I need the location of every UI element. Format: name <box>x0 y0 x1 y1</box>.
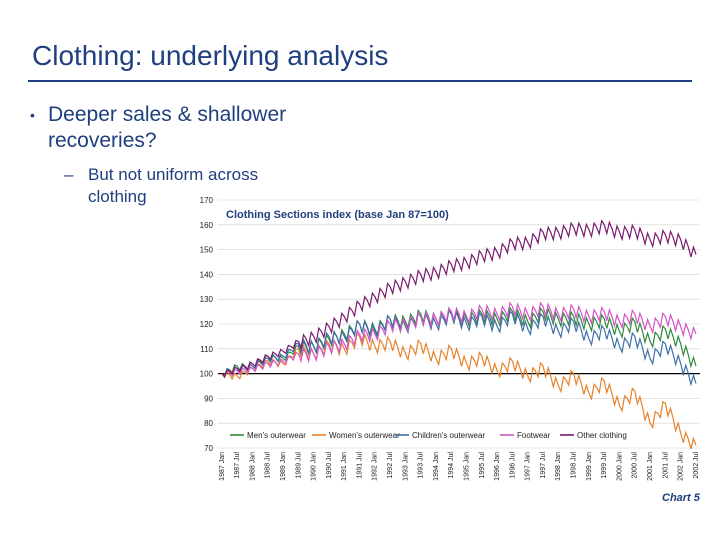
x-tick-label: 2002 Jan <box>678 452 685 481</box>
y-tick-label: 90 <box>204 394 213 403</box>
x-tick-label: 1990 Jan <box>311 452 318 481</box>
x-tick-label: 1993 Jul <box>418 452 425 479</box>
x-tick-label: 1989 Jul <box>295 452 302 479</box>
x-tick-label: 1997 Jan <box>525 452 532 481</box>
y-tick-label: 70 <box>204 444 213 453</box>
x-tick-label: 1992 Jan <box>372 452 379 481</box>
x-tick-label: 1998 Jul <box>571 452 578 479</box>
series-line <box>221 309 697 387</box>
x-tick-label: 1999 Jul <box>601 452 608 479</box>
series-line <box>221 332 697 449</box>
x-tick-label: 2000 Jan <box>616 452 623 481</box>
legend-box <box>225 428 643 442</box>
title-divider <box>28 80 692 82</box>
x-tick-label: 1995 Jul <box>479 452 486 479</box>
y-tick-label: 150 <box>200 246 214 255</box>
series-line <box>221 219 697 378</box>
x-tick-label: 2001 Jan <box>647 452 654 481</box>
legend-label: Children's outerwear <box>412 431 485 440</box>
sub-bullet-text: But not uniform across clothing <box>88 165 259 206</box>
x-tick-label: 1987 Jan <box>219 452 226 481</box>
x-tick-label: 2000 Jul <box>632 452 639 479</box>
x-tick-label: 1999 Jan <box>586 452 593 481</box>
x-tick-label: 1997 Jul <box>540 452 547 479</box>
slide-title: Clothing: underlying analysis <box>32 40 389 71</box>
series-line <box>221 306 697 378</box>
x-tick-label: 1994 Jan <box>433 452 440 481</box>
x-tick-label: 1996 Jul <box>509 452 516 479</box>
x-tick-label: 1990 Jul <box>326 452 333 479</box>
x-tick-label: 1995 Jan <box>463 452 470 481</box>
x-tick-label: 1998 Jan <box>555 452 562 481</box>
x-tick-label: 1992 Jul <box>387 452 394 479</box>
x-tick-label: 1989 Jan <box>280 452 287 481</box>
y-tick-label: 100 <box>200 370 214 379</box>
x-tick-label: 1993 Jan <box>402 452 409 481</box>
bullet-text: Deeper sales & shallower recoveries? <box>48 103 287 152</box>
x-tick-label: 1988 Jul <box>265 452 272 479</box>
legend-label: Other clothing <box>577 431 627 440</box>
x-tick-label: 2002 Jul <box>693 452 700 479</box>
y-tick-label: 170 <box>200 196 214 205</box>
y-tick-label: 160 <box>200 221 214 230</box>
series-line <box>221 301 697 379</box>
legend-label: Men's outerwear <box>247 431 306 440</box>
x-tick-label: 1991 Jan <box>341 452 348 481</box>
bullet-marker: • <box>30 107 35 123</box>
x-tick-label: 1996 Jan <box>494 452 501 481</box>
y-tick-label: 110 <box>200 345 213 354</box>
y-tick-label: 140 <box>200 270 214 279</box>
sub-bullet-marker: – <box>64 165 74 184</box>
chart-caption: Chart 5 <box>662 492 700 504</box>
x-tick-label: 1991 Jul <box>356 452 363 479</box>
x-tick-label: 1988 Jan <box>249 452 256 481</box>
chart-title: Clothing Sections index (base Jan 87=100… <box>226 209 449 221</box>
legend-label: Footwear <box>517 431 551 440</box>
y-tick-label: 80 <box>204 419 213 428</box>
legend-label: Women's outerwear <box>329 431 400 440</box>
y-tick-label: 130 <box>200 295 214 304</box>
x-tick-label: 1994 Jul <box>448 452 455 479</box>
y-tick-label: 120 <box>200 320 214 329</box>
x-tick-label: 1987 Jul <box>234 452 241 479</box>
x-tick-label: 2001 Jul <box>662 452 669 479</box>
